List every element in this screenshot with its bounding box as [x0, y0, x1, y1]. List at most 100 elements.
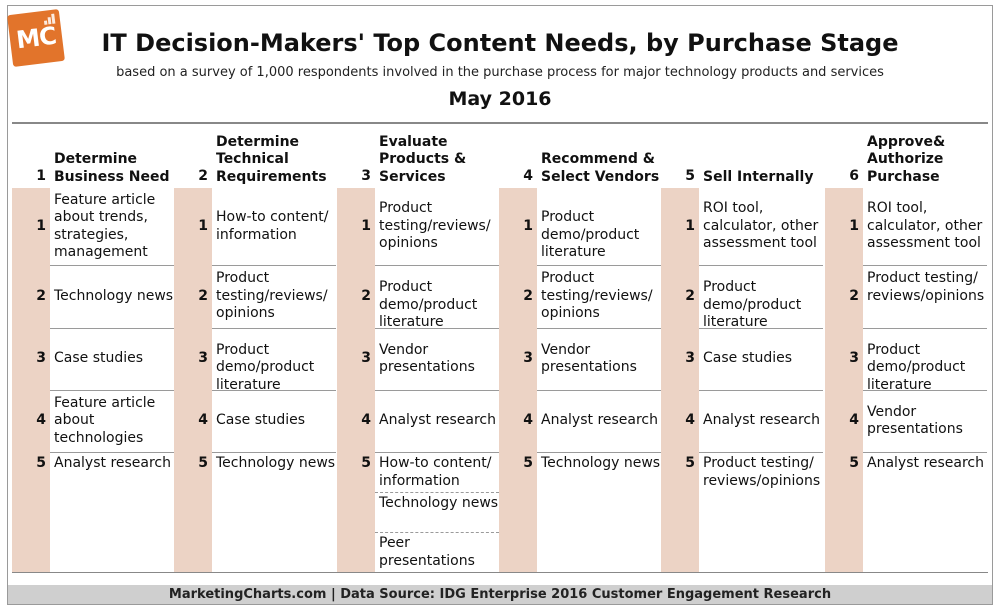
stage-column: 1 Determine Business Need Feature article …	[12, 124, 174, 572]
content-need-item: Vendor presentations	[379, 341, 475, 376]
content-need-item: Product testing/reviews/ opinions	[541, 270, 653, 322]
content-need-item: Product demo/product literature	[867, 341, 966, 393]
rank-number: 4	[523, 412, 533, 429]
row-separator	[863, 390, 987, 391]
rank-number: 5	[198, 455, 208, 471]
rank-number: 3	[361, 350, 371, 367]
content-need-item: Technology news	[216, 455, 336, 471]
content-need-item: ROI tool, calculator, other assessment t…	[867, 200, 983, 252]
stage-number: 6	[849, 168, 859, 184]
marketingcharts-logo: MC	[7, 9, 65, 67]
rank-number: 5	[685, 455, 695, 471]
content-need-item: Product testing/reviews/ opinions	[379, 200, 491, 252]
content-need-item: How-to content/ information	[216, 209, 329, 243]
rank-number: 4	[849, 412, 859, 429]
row-separator	[537, 452, 661, 453]
rank-number: 3	[198, 350, 208, 367]
rank-number: 2	[361, 287, 371, 304]
stage-column: 3 Evaluate Products & Services Product tes…	[337, 124, 499, 572]
stage-title: Approve& Authorize Purchase	[867, 133, 946, 185]
row-separator	[50, 390, 174, 391]
stage-title: Evaluate Products & Services	[379, 133, 467, 185]
row-separator	[212, 265, 336, 266]
row-separator	[50, 328, 174, 329]
content-need-item: Case studies	[216, 412, 306, 429]
stage-number: 5	[685, 168, 695, 184]
row-separator	[50, 452, 174, 453]
source-footer: MarketingCharts.com | Data Source: IDG E…	[8, 585, 992, 604]
stage-number: 1	[36, 168, 46, 184]
chart-subtitle: based on a survey of 1,000 respondents i…	[116, 65, 884, 80]
rank-number: 1	[361, 217, 371, 234]
row-separator	[699, 452, 823, 453]
content-need-item: Technology news	[541, 455, 661, 471]
stage-title: Determine Business Need	[54, 151, 170, 185]
content-need-item: Analyst research	[867, 455, 985, 471]
rank-number: 2	[36, 287, 46, 304]
stage-column: 6 Approve& Authorize Purchase ROI tool, ca…	[825, 124, 987, 572]
row-separator	[50, 265, 174, 266]
content-need-item: Peer presentations	[379, 535, 475, 569]
rank-number: 3	[523, 350, 533, 367]
row-separator	[863, 452, 987, 453]
content-need-item: Product testing/ reviews/opinions	[867, 270, 985, 304]
tie-separator	[375, 492, 499, 493]
stage-band	[825, 188, 863, 572]
stage-band	[661, 188, 699, 572]
content-need-item: Case studies	[703, 350, 793, 367]
row-separator	[537, 328, 661, 329]
tie-separator	[375, 532, 499, 533]
stage-band	[174, 188, 212, 572]
rank-number: 4	[361, 412, 371, 429]
content-need-item: Feature article about trends, strategies…	[54, 191, 156, 261]
row-separator	[537, 265, 661, 266]
content-need-item: Analyst research	[379, 412, 497, 429]
content-need-item: Technology news	[54, 287, 174, 304]
chart-title: IT Decision-Makers' Top Content Needs, b…	[101, 29, 899, 57]
content-need-item: ROI tool, calculator, other assessment t…	[703, 200, 819, 252]
row-separator	[212, 328, 336, 329]
rank-number: 5	[36, 455, 46, 471]
rank-number: 1	[36, 217, 46, 234]
rank-number: 3	[685, 350, 695, 367]
row-separator	[699, 390, 823, 391]
content-need-item: How-to content/ information	[379, 455, 492, 489]
content-need-item: Feature article about technologies	[54, 394, 156, 446]
rank-number: 5	[361, 455, 371, 471]
rank-number: 4	[36, 412, 46, 429]
content-need-item: Case studies	[54, 350, 144, 367]
chart-date: May 2016	[448, 88, 552, 110]
content-need-item: Product testing/reviews/ opinions	[216, 270, 328, 322]
row-separator	[699, 328, 823, 329]
rank-number: 3	[849, 350, 859, 367]
row-separator	[699, 265, 823, 266]
row-separator	[212, 390, 336, 391]
row-separator	[863, 265, 987, 266]
content-need-item: Vendor presentations	[867, 403, 963, 438]
rank-number: 3	[36, 350, 46, 367]
row-separator	[375, 328, 499, 329]
stage-column: 2 Determine Technical Requirements How-to …	[174, 124, 336, 572]
stage-title: Recommend & Select Vendors	[541, 151, 660, 185]
rank-number: 1	[849, 217, 859, 234]
rank-number: 1	[685, 217, 695, 234]
chart-frame	[7, 5, 993, 605]
content-need-item: Technology news	[379, 495, 499, 511]
rank-number: 1	[198, 217, 208, 234]
row-separator	[863, 328, 987, 329]
rank-number: 1	[523, 217, 533, 234]
rank-number: 4	[685, 412, 695, 429]
row-separator	[375, 452, 499, 453]
stage-number: 4	[523, 168, 533, 184]
rank-number: 2	[523, 287, 533, 304]
row-separator	[537, 390, 661, 391]
content-need-item: Vendor presentations	[541, 341, 637, 376]
header-rule	[12, 122, 988, 124]
stage-band	[12, 188, 50, 572]
rank-number: 2	[685, 287, 695, 304]
rank-number: 4	[198, 412, 208, 429]
content-need-item: Analyst research	[54, 455, 172, 471]
row-separator	[212, 452, 336, 453]
content-need-item: Product demo/product literature	[216, 341, 315, 393]
content-need-item: Product testing/ reviews/opinions	[703, 455, 821, 489]
